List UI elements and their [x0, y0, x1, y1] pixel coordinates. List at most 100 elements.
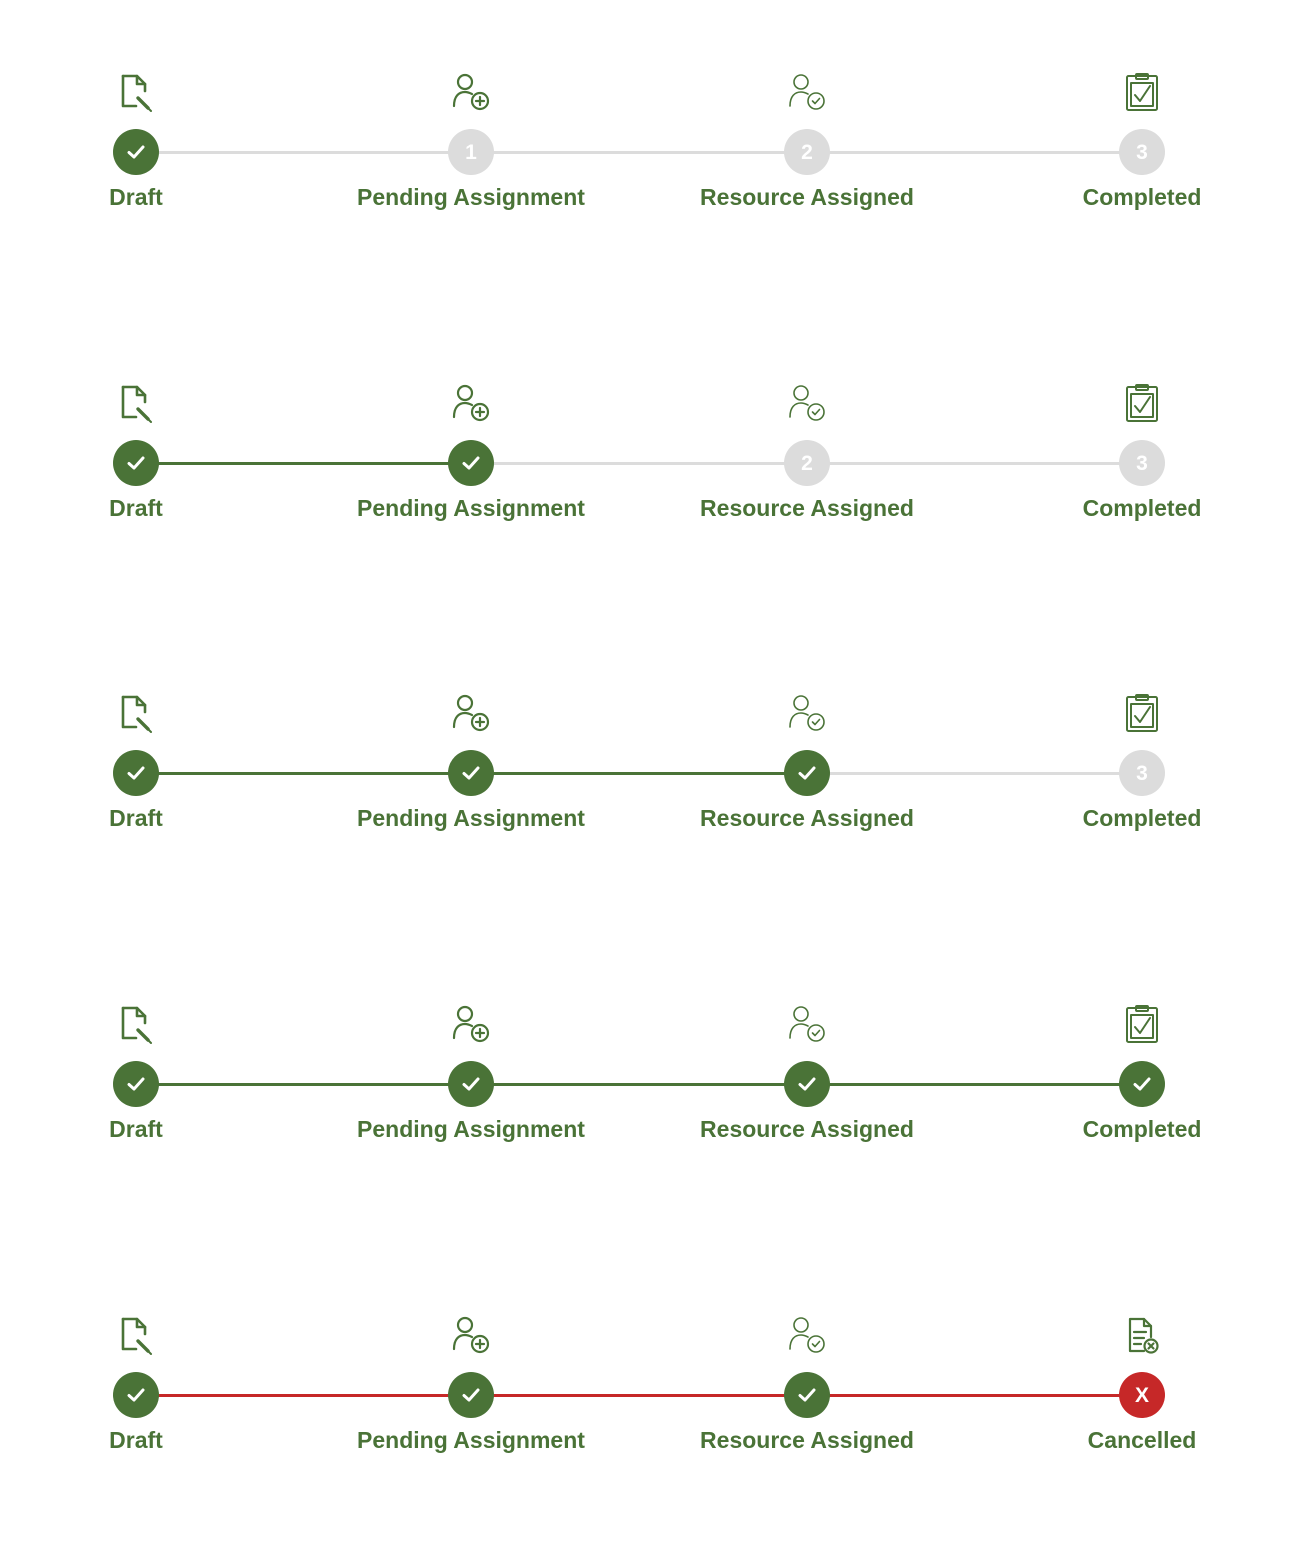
- stepper: Draft Pending Assignment 2 Resource Assigne…: [0, 383, 1302, 543]
- stepper-step: Pending Assignment: [341, 1315, 601, 1475]
- person-check-icon: [787, 72, 827, 112]
- stepper-step: 2 Resource Assigned: [677, 383, 937, 543]
- step-label: Pending Assignment: [357, 1427, 585, 1453]
- step-complete-check-icon: [113, 750, 159, 796]
- step-label: Completed: [1082, 495, 1202, 521]
- step-number-marker: 2: [784, 440, 830, 486]
- person-check-icon: [787, 1004, 827, 1044]
- document-edit-icon: [116, 1004, 156, 1044]
- stepper-step: Resource Assigned: [677, 1315, 937, 1475]
- stepper: Draft 1 Pending Assignment 2 Resource Assign…: [0, 72, 1302, 232]
- step-label: Resource Assigned: [700, 495, 914, 521]
- stepper-connector: [807, 771, 1142, 775]
- step-label: Pending Assignment: [357, 184, 585, 210]
- step-label: Draft: [109, 495, 163, 521]
- document-edit-icon: [116, 383, 156, 423]
- step-complete-check-icon: [784, 750, 830, 796]
- person-add-icon: [451, 72, 491, 112]
- stepper-step: Resource Assigned: [677, 693, 937, 853]
- stepper: Draft Pending Assignment Resource Assigned…: [0, 693, 1302, 853]
- stepper-step: Pending Assignment: [341, 1004, 601, 1164]
- stepper-step: Draft: [6, 72, 266, 232]
- person-check-icon: [787, 383, 827, 423]
- step-complete-check-icon: [448, 1061, 494, 1107]
- step-number-marker: 2: [784, 129, 830, 175]
- stepper-connector: [471, 461, 807, 465]
- document-cancel-icon: [1122, 1315, 1162, 1355]
- stepper-step: Draft: [6, 1004, 266, 1164]
- person-check-icon: [787, 693, 827, 733]
- stepper-connector: [471, 1393, 807, 1397]
- clipboard-check-icon: [1122, 383, 1162, 423]
- stepper-connector: [471, 150, 807, 154]
- person-add-icon: [451, 383, 491, 423]
- step-label: Resource Assigned: [700, 805, 914, 831]
- document-edit-icon: [116, 1315, 156, 1355]
- stepper-connector: [136, 771, 471, 775]
- step-label: Completed: [1082, 805, 1202, 831]
- stepper-step: 1 Pending Assignment: [341, 72, 601, 232]
- stepper-step: Pending Assignment: [341, 693, 601, 853]
- stepper-step: 3 Completed: [1012, 383, 1272, 543]
- step-complete-check-icon: [448, 440, 494, 486]
- step-label: Cancelled: [1087, 1427, 1197, 1453]
- step-marker-text: 3: [1136, 451, 1148, 475]
- step-number-marker: 3: [1119, 129, 1165, 175]
- stepper-connector: [471, 771, 807, 775]
- step-label: Pending Assignment: [357, 805, 585, 831]
- stepper-step: 3 Completed: [1012, 693, 1272, 853]
- person-add-icon: [451, 1315, 491, 1355]
- stepper-connector: [807, 1393, 1142, 1397]
- step-complete-check-icon: [113, 1372, 159, 1418]
- stepper: Draft Pending Assignment Resource Assigned…: [0, 1315, 1302, 1475]
- stepper-step: 3 Completed: [1012, 72, 1272, 232]
- step-number-marker: 3: [1119, 440, 1165, 486]
- stepper-connector: [807, 461, 1142, 465]
- step-marker-text: X: [1134, 1383, 1149, 1407]
- step-label: Pending Assignment: [357, 1116, 585, 1142]
- stepper-connector: [136, 461, 471, 465]
- stepper-connector: [136, 1082, 471, 1086]
- step-complete-check-icon: [113, 129, 159, 175]
- step-label: Draft: [109, 1427, 163, 1453]
- step-complete-check-icon: [113, 440, 159, 486]
- clipboard-check-icon: [1122, 72, 1162, 112]
- step-number-marker: 3: [1119, 750, 1165, 796]
- step-label: Resource Assigned: [700, 1116, 914, 1142]
- step-marker-text: 2: [801, 140, 813, 164]
- document-edit-icon: [116, 72, 156, 112]
- stepper-connector: [136, 1393, 471, 1397]
- stepper-step: Resource Assigned: [677, 1004, 937, 1164]
- step-complete-check-icon: [448, 1372, 494, 1418]
- step-cancelled-marker: X: [1119, 1372, 1165, 1418]
- step-number-marker: 1: [448, 129, 494, 175]
- stepper-connector: [807, 1082, 1142, 1086]
- document-edit-icon: [116, 693, 156, 733]
- person-check-icon: [787, 1315, 827, 1355]
- step-label: Pending Assignment: [357, 495, 585, 521]
- stepper-connector: [471, 1082, 807, 1086]
- step-label: Draft: [109, 805, 163, 831]
- step-marker-text: 3: [1136, 140, 1148, 164]
- person-add-icon: [451, 693, 491, 733]
- clipboard-check-icon: [1122, 693, 1162, 733]
- step-complete-check-icon: [1119, 1061, 1165, 1107]
- stepper-step: X Cancelled: [1012, 1315, 1272, 1475]
- step-label: Completed: [1082, 1116, 1202, 1142]
- step-complete-check-icon: [113, 1061, 159, 1107]
- step-label: Resource Assigned: [700, 1427, 914, 1453]
- step-marker-text: 1: [465, 140, 477, 164]
- stepper: Draft Pending Assignment Resource Assigned…: [0, 1004, 1302, 1164]
- step-label: Draft: [109, 1116, 163, 1142]
- step-complete-check-icon: [448, 750, 494, 796]
- step-marker-text: 2: [801, 451, 813, 475]
- stepper-step: Draft: [6, 693, 266, 853]
- step-label: Draft: [109, 184, 163, 210]
- stepper-step: Completed: [1012, 1004, 1272, 1164]
- stepper-step: Pending Assignment: [341, 383, 601, 543]
- stepper-step: 2 Resource Assigned: [677, 72, 937, 232]
- stepper-step: Draft: [6, 383, 266, 543]
- stepper-connector: [807, 150, 1142, 154]
- step-complete-check-icon: [784, 1061, 830, 1107]
- clipboard-check-icon: [1122, 1004, 1162, 1044]
